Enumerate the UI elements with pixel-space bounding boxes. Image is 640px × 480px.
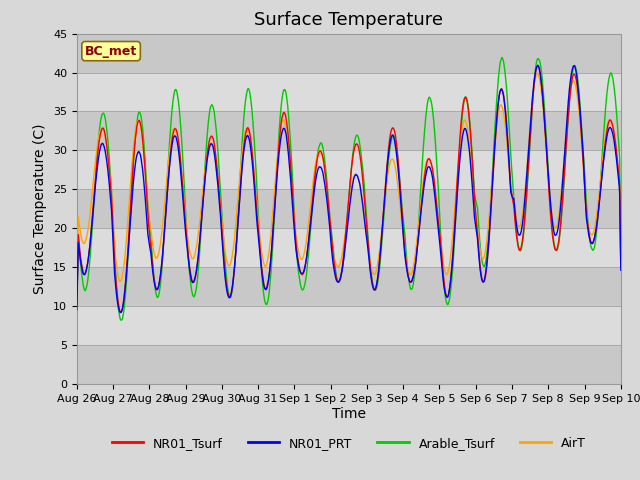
Bar — [77, 72, 621, 111]
Legend: NR01_Tsurf, NR01_PRT, Arable_Tsurf, AirT: NR01_Tsurf, NR01_PRT, Arable_Tsurf, AirT — [106, 432, 591, 455]
Bar — [77, 150, 621, 189]
Bar — [77, 189, 621, 228]
Y-axis label: Surface Temperature (C): Surface Temperature (C) — [33, 123, 47, 294]
Bar — [77, 111, 621, 150]
Bar — [77, 228, 621, 267]
Bar — [77, 306, 621, 345]
Bar — [77, 345, 621, 384]
Bar — [77, 267, 621, 306]
Title: Surface Temperature: Surface Temperature — [254, 11, 444, 29]
X-axis label: Time: Time — [332, 407, 366, 420]
Bar — [77, 34, 621, 72]
Text: BC_met: BC_met — [85, 45, 137, 58]
